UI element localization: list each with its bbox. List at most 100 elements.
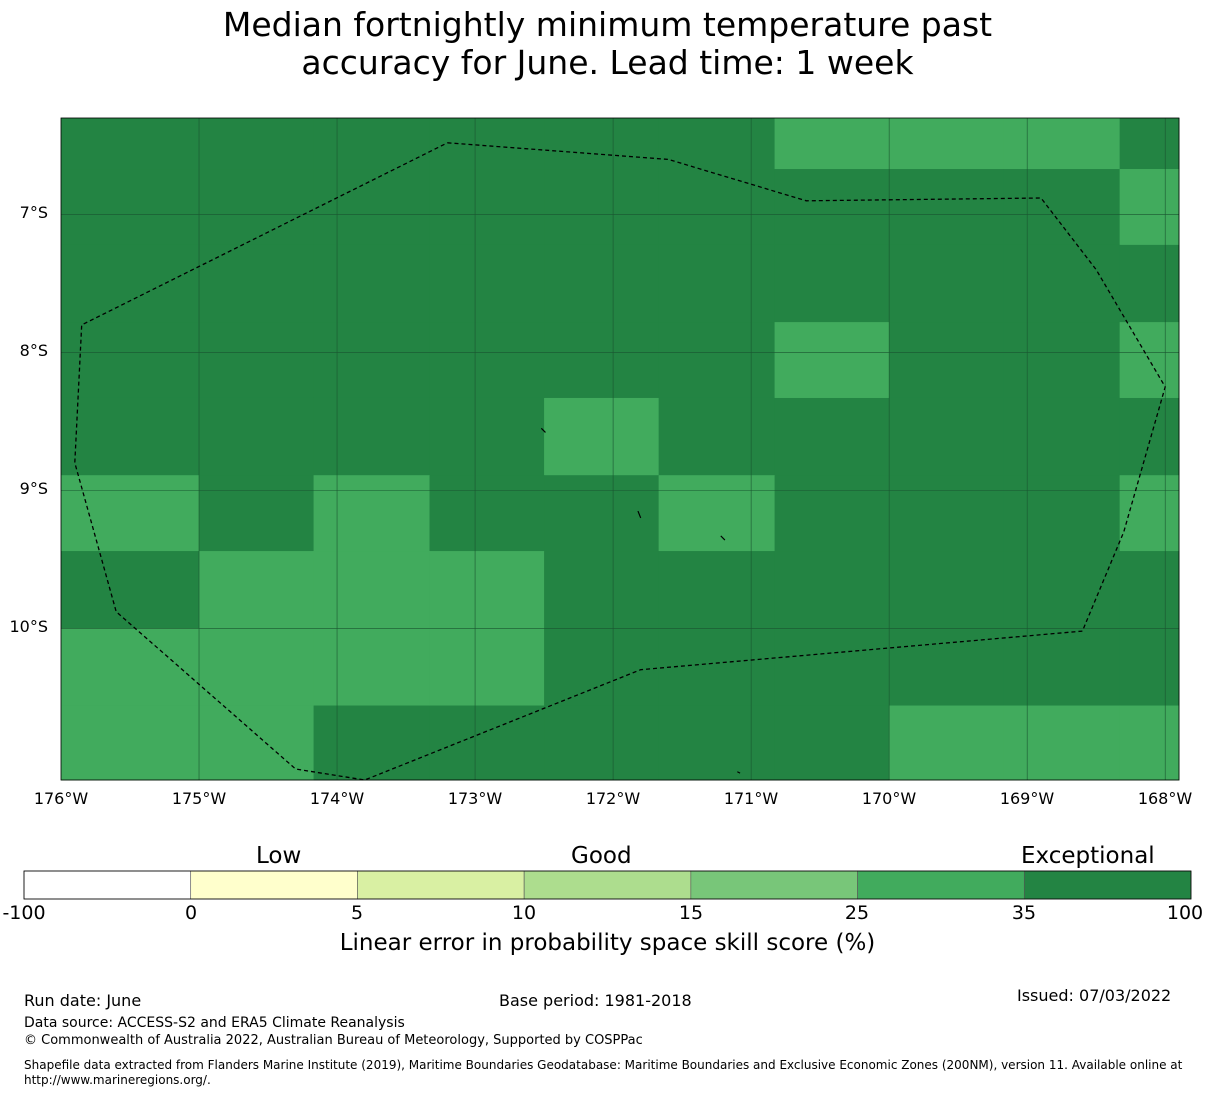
skill-cell bbox=[658, 397, 776, 476]
skill-cell bbox=[313, 118, 431, 170]
cbar-tick-15: 15 bbox=[678, 902, 704, 924]
skill-cell bbox=[774, 244, 890, 323]
skill-cell bbox=[429, 551, 545, 629]
colorbar-frame bbox=[23, 870, 1192, 900]
skill-cell bbox=[61, 118, 200, 170]
skill-cell bbox=[199, 169, 315, 246]
lat-label-10s: 10°S bbox=[9, 617, 48, 636]
island-outline bbox=[737, 771, 741, 774]
skill-cell bbox=[658, 118, 776, 170]
category-good: Good bbox=[571, 843, 632, 869]
skill-cell bbox=[889, 118, 1005, 170]
skill-cell bbox=[429, 118, 545, 170]
lon-label-176w: 176°W bbox=[33, 789, 89, 808]
lon-label-168w: 168°W bbox=[1137, 789, 1193, 808]
cbar-tick-5: 5 bbox=[350, 902, 364, 924]
title-line-1: Median fortnightly minimum temperature p… bbox=[222, 5, 993, 44]
skill-cell bbox=[774, 118, 890, 170]
cbar-tick-0: 0 bbox=[184, 902, 198, 924]
skill-cell bbox=[429, 475, 545, 552]
map-frame bbox=[60, 117, 1180, 781]
skill-cell bbox=[313, 397, 431, 476]
skill-cell bbox=[429, 397, 545, 476]
skill-cell bbox=[313, 628, 431, 707]
skill-cell bbox=[429, 169, 545, 246]
skill-cell bbox=[429, 628, 545, 707]
skill-cell bbox=[1003, 244, 1121, 323]
lon-label-174w: 174°W bbox=[309, 789, 365, 808]
skill-cell bbox=[544, 118, 660, 170]
skill-cell bbox=[774, 169, 890, 246]
skill-cell bbox=[1003, 551, 1121, 629]
colorbar-segment bbox=[357, 870, 525, 900]
skill-cell bbox=[1003, 397, 1121, 476]
skill-cell bbox=[1119, 169, 1180, 246]
skill-cell bbox=[199, 397, 315, 476]
cbar-tick-25: 25 bbox=[844, 902, 870, 924]
skill-cell bbox=[61, 551, 200, 629]
skill-cell bbox=[313, 551, 431, 629]
skill-cell bbox=[429, 705, 545, 781]
skill-cell bbox=[544, 551, 660, 629]
skill-cell bbox=[1119, 244, 1180, 323]
skill-cell bbox=[544, 244, 660, 323]
shapefile-credit-line-1: Shapefile data extracted from Flanders M… bbox=[24, 1058, 1183, 1072]
skill-cell bbox=[889, 551, 1005, 629]
skill-cell bbox=[544, 322, 660, 399]
skill-cell bbox=[313, 169, 431, 246]
lat-label-8s: 8°S bbox=[19, 341, 48, 360]
skill-cell bbox=[429, 322, 545, 399]
category-exceptional: Exceptional bbox=[1021, 843, 1155, 869]
skill-cell bbox=[658, 169, 776, 246]
skill-cell bbox=[1003, 169, 1121, 246]
copyright: © Commonwealth of Australia 2022, Austra… bbox=[24, 1033, 643, 1048]
colorbar-label: Linear error in probability space skill … bbox=[339, 930, 876, 956]
skill-cell bbox=[61, 169, 200, 246]
cbar-tick-10: 10 bbox=[511, 902, 537, 924]
skill-cell bbox=[774, 628, 890, 707]
skill-cell bbox=[889, 322, 1005, 399]
title-line-2: accuracy for June. Lead time: 1 week bbox=[301, 43, 914, 82]
skill-cell bbox=[774, 705, 890, 781]
skill-cell bbox=[61, 628, 200, 707]
skill-cell bbox=[658, 475, 776, 552]
lon-label-175w: 175°W bbox=[171, 789, 227, 808]
skill-cell bbox=[199, 551, 315, 629]
skill-cell bbox=[889, 244, 1005, 323]
skill-cell bbox=[658, 322, 776, 399]
skill-cell bbox=[658, 551, 776, 629]
skill-cell bbox=[658, 244, 776, 323]
skill-cell bbox=[658, 628, 776, 707]
category-low: Low bbox=[256, 843, 302, 869]
data-source: Data source: ACCESS-S2 and ERA5 Climate … bbox=[24, 1015, 405, 1031]
skill-cell bbox=[544, 705, 660, 781]
cbar-tick-minus100: -100 bbox=[2, 902, 46, 924]
colorbar-segment bbox=[523, 870, 692, 900]
skill-cell bbox=[658, 705, 776, 781]
skill-cells bbox=[61, 118, 1180, 781]
base-period: Base period: 1981-2018 bbox=[499, 991, 692, 1010]
skill-cell bbox=[1119, 397, 1180, 476]
colorbar-segment bbox=[690, 870, 858, 900]
graticule bbox=[61, 118, 1179, 780]
issued-date: Issued: 07/03/2022 bbox=[1017, 986, 1172, 1005]
skill-cell bbox=[774, 551, 890, 629]
skill-cell bbox=[774, 322, 890, 399]
cbar-tick-100: 100 bbox=[1166, 902, 1204, 924]
colorbar-segment bbox=[23, 870, 192, 900]
lon-label-172w: 172°W bbox=[585, 789, 641, 808]
skill-cell bbox=[61, 475, 200, 552]
skill-cell bbox=[429, 244, 545, 323]
skill-cell bbox=[61, 322, 200, 399]
skill-cell bbox=[544, 169, 660, 246]
skill-cell bbox=[544, 628, 660, 707]
skill-cell bbox=[1119, 118, 1180, 170]
skill-cell bbox=[61, 705, 200, 781]
skill-cell bbox=[1119, 551, 1180, 629]
shapefile-credit-line-2: http://www.marineregions.org/. bbox=[24, 1073, 211, 1087]
islands bbox=[540, 427, 741, 774]
cbar-tick-35: 35 bbox=[1011, 902, 1037, 924]
skill-cell bbox=[1119, 628, 1180, 707]
island-outline bbox=[637, 510, 642, 519]
